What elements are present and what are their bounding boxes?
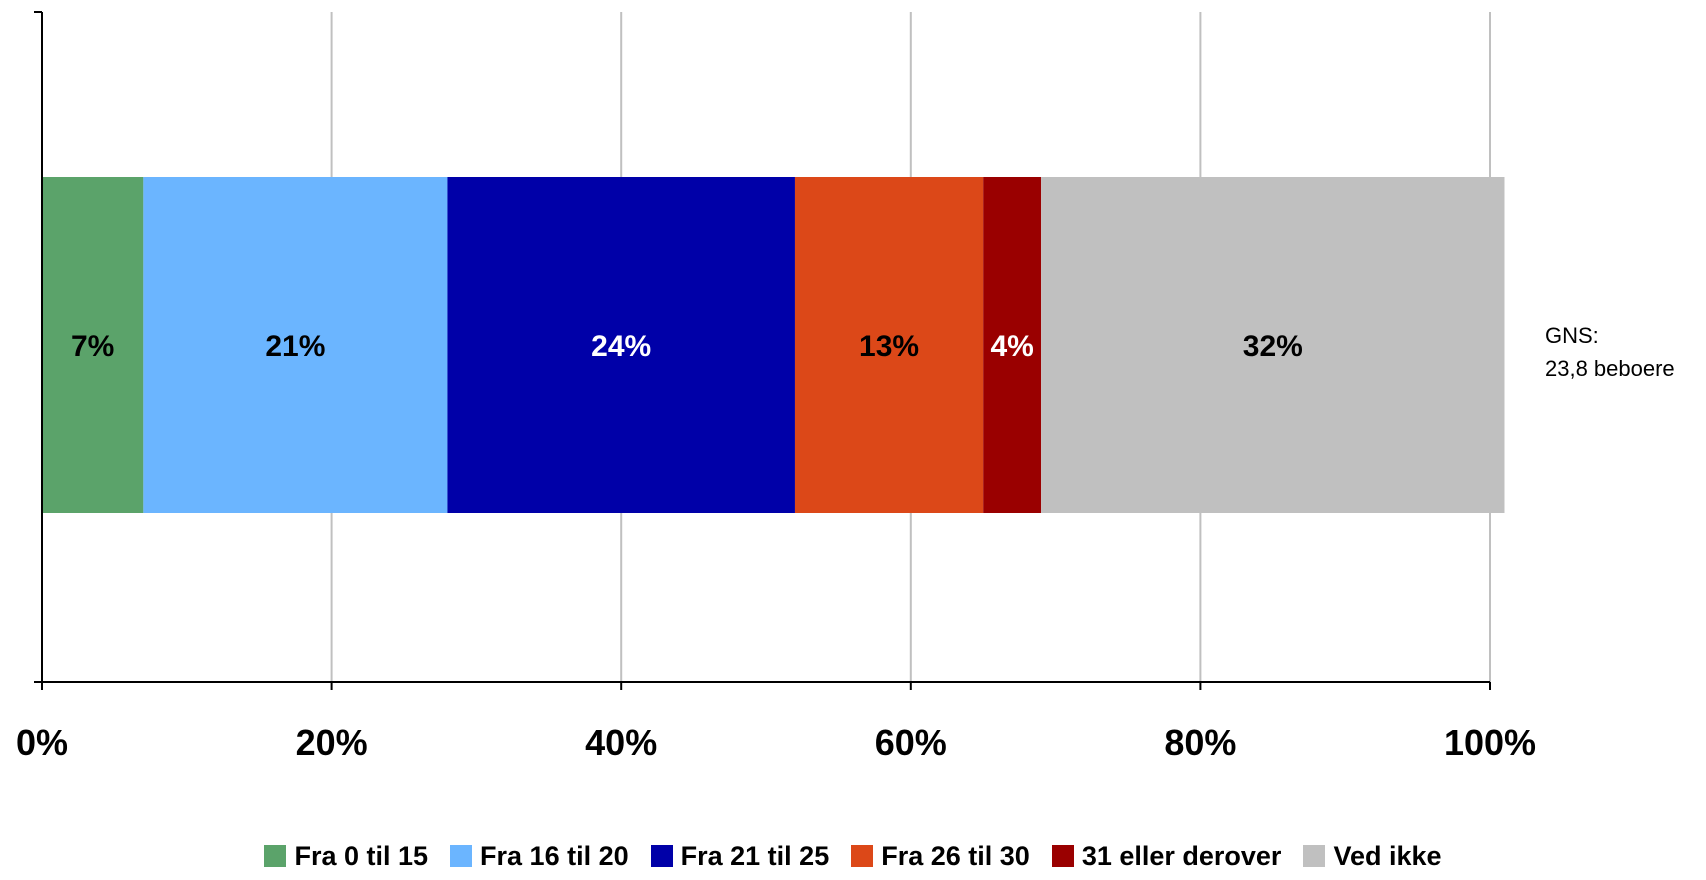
legend-swatch: [1051, 845, 1074, 867]
legend-swatch: [450, 845, 473, 867]
bar-segment: [794, 177, 984, 513]
x-tick-label: 60%: [875, 722, 947, 763]
legend-label: 31 eller derover: [1081, 840, 1282, 871]
legend-swatch: [264, 845, 287, 867]
bar-segment: [1041, 177, 1505, 513]
data-label: 4%: [990, 330, 1033, 363]
data-label: 21%: [265, 330, 325, 363]
axes: [34, 11, 1491, 690]
data-label: 13%: [859, 330, 919, 363]
legend-label: Fra 21 til 25: [680, 840, 830, 871]
legend-item: Ved ikke: [1303, 840, 1442, 872]
legend-item: 31 eller derover: [1051, 840, 1282, 872]
legend-item: Fra 26 til 30: [851, 841, 1030, 872]
legend: Fra 0 til 15 Fra 16 til 20 Fra 21 til 25 Fr…: [0, 832, 1706, 880]
bar-segment: [447, 177, 795, 513]
annotation-line-1: GNS:: [1545, 323, 1599, 348]
x-tick-label: 0%: [16, 722, 68, 763]
x-tick-labels: 0% 20% 40% 60% 80% 100%: [16, 722, 1536, 763]
data-label: 7%: [71, 330, 114, 363]
annotation-line-2: 23,8 beboere: [1545, 356, 1675, 381]
bar-segment: [983, 177, 1042, 513]
legend-item: Fra 21 til 25: [650, 840, 830, 872]
average-annotation: GNS: 23,8 beboere: [1545, 323, 1675, 381]
legend-swatch: [1303, 845, 1326, 867]
bar-segments: 7% 21% 24% 13% 4% 32%: [42, 177, 1505, 513]
legend-label: Ved ikke: [1333, 840, 1442, 871]
stacked-bar-chart: 7% 21% 24% 13% 4% 32% 0% 20% 40% 60% 80% 100% GNS:…: [16, 11, 1675, 763]
x-tick-label: 100%: [1444, 722, 1536, 763]
legend-label: Fra 0 til 15: [294, 840, 429, 871]
legend-item: Fra 0 til 15: [264, 841, 428, 872]
legend-label: Fra 16 til 20: [480, 840, 629, 871]
x-tick-label: 20%: [296, 722, 368, 763]
data-label: 24%: [591, 330, 651, 363]
legend-swatch: [851, 845, 874, 867]
x-tick-label: 40%: [585, 722, 657, 763]
bar-segment: [143, 177, 448, 513]
x-tick-label: 80%: [1164, 722, 1236, 763]
data-label: 32%: [1243, 330, 1303, 363]
bar-segment: [42, 177, 144, 513]
legend-swatch: [650, 845, 673, 867]
legend-label: Fra 26 til 30: [881, 840, 1030, 871]
legend-item: Fra 16 til 20: [450, 841, 629, 872]
